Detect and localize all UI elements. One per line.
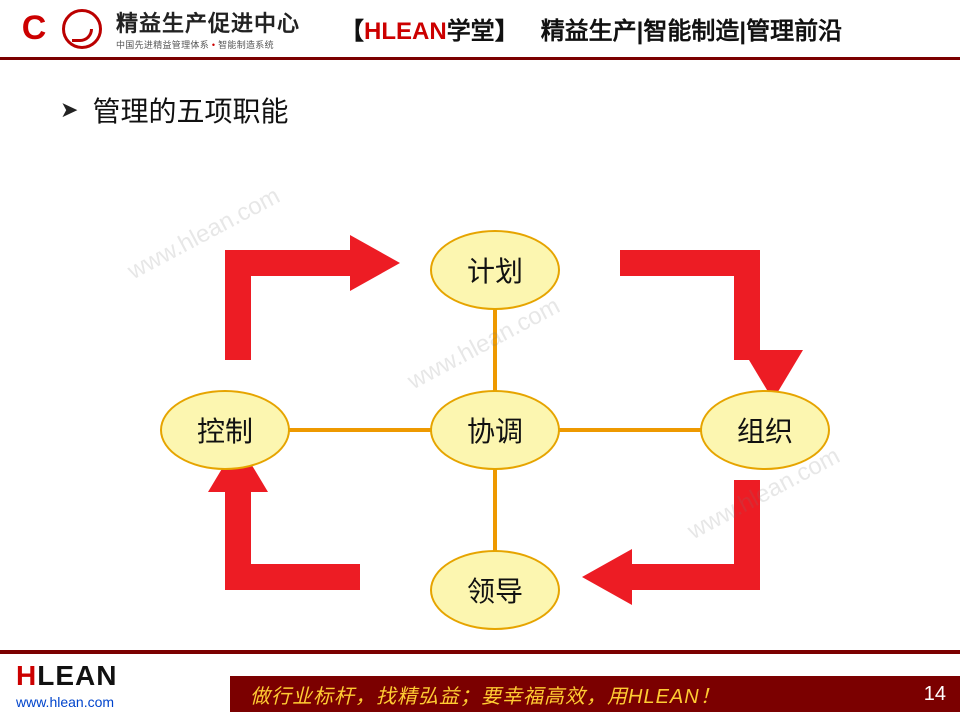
logo-circle-icon: [62, 9, 102, 49]
footer-logo-lean: LEAN: [37, 660, 117, 691]
slide-body: ➤ 管理的五项职能 协调计划组织领导控制 www.hlean.comwww.hl…: [0, 60, 960, 650]
mid-red: HLEAN: [364, 18, 447, 45]
header: C 精益生产促进中心 中国先进精益管理体系 • 智能制造系统 【HLEAN学堂】…: [0, 0, 960, 60]
header-mid: 【HLEAN学堂】: [340, 11, 519, 46]
logo-sub-left: 中国先进精益管理体系: [116, 40, 209, 50]
footer-logo: HLEAN: [16, 660, 117, 692]
footer-divider: [0, 650, 960, 654]
footer-logo-h: H: [16, 660, 37, 691]
bracket-right: 】: [495, 18, 519, 45]
logo-sub-text: 中国先进精益管理体系 • 智能制造系统: [116, 38, 300, 51]
node-top: 计划: [430, 230, 560, 310]
logo-text: 精益生产促进中心 中国先进精益管理体系 • 智能制造系统: [116, 6, 300, 51]
footer-quote: 做行业标杆，找精弘益；要幸福高效，用HLEAN！: [250, 680, 721, 709]
header-right: 精益生产|智能制造|管理前沿: [541, 11, 842, 46]
logo-sub-right: 智能制造系统: [218, 40, 274, 50]
footer-page: 14: [924, 683, 946, 706]
logo-main-text: 精益生产促进中心: [116, 6, 300, 38]
bracket-left: 【: [340, 18, 364, 45]
cycle-arrow-top-right: [620, 250, 803, 400]
node-left: 控制: [160, 390, 290, 470]
logo-c-icon: C: [12, 7, 56, 51]
logo-area: C 精益生产促进中心 中国先进精益管理体系 • 智能制造系统: [12, 6, 300, 51]
footer: HLEAN www.hlean.com 做行业标杆，找精弘益；要幸福高效，用HL…: [0, 650, 960, 720]
mid-black: 学堂: [447, 18, 495, 45]
node-bottom: 领导: [430, 550, 560, 630]
footer-url: www.hlean.com: [16, 694, 114, 710]
node-center: 协调: [430, 390, 560, 470]
footer-bar: 做行业标杆，找精弘益；要幸福高效，用HLEAN！ 14: [230, 676, 960, 712]
cycle-arrow-top-left: [225, 235, 400, 360]
node-right: 组织: [700, 390, 830, 470]
cycle-arrow-bottom-right: [582, 480, 760, 605]
